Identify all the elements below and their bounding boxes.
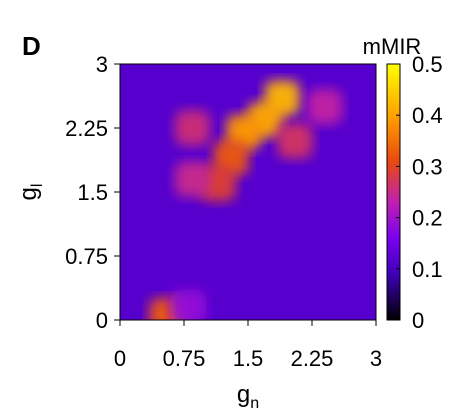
y-axis-label-main: g <box>15 187 42 200</box>
y-tick-label: 2.25 <box>65 116 108 141</box>
colorbar-title: mMIR <box>363 34 422 59</box>
x-tick-label: 0 <box>114 346 126 371</box>
y-axis-label-subscript: l <box>29 184 46 188</box>
heatmap-region <box>174 161 211 197</box>
y-axis-label: gl <box>15 184 46 201</box>
heatmap-area <box>120 64 376 320</box>
panel-label: D <box>22 31 41 61</box>
colorbar-tick-label: 0.4 <box>412 103 443 128</box>
x-tick-label: 0.75 <box>163 346 206 371</box>
colorbar-tick-label: 0.5 <box>412 52 443 77</box>
x-axis-label: gn <box>237 381 259 412</box>
x-tick-label: 2.25 <box>291 346 334 371</box>
x-tick-label: 1.5 <box>233 346 264 371</box>
x-axis-label-main: g <box>237 381 250 408</box>
colorbar <box>386 63 401 321</box>
x-axis-label-subscript: n <box>250 395 259 412</box>
colorbar-axis: 0 0.1 0.2 0.3 0.4 0.5 <box>396 52 443 333</box>
heatmap-region <box>307 89 343 125</box>
heatmap-region <box>170 289 206 320</box>
y-tick-label: 0.75 <box>65 244 108 269</box>
heatmap-region <box>174 110 211 146</box>
y-tick-label: 0 <box>96 308 108 333</box>
colorbar-tick-label: 0.3 <box>412 154 443 179</box>
x-tick-label: 3 <box>370 346 382 371</box>
y-tick-label: 1.5 <box>77 180 108 205</box>
heatmap-region <box>277 123 313 159</box>
y-axis: 0 0.75 1.5 2.25 3 <box>65 52 120 333</box>
y-tick-label: 3 <box>96 52 108 77</box>
colorbar-tick-label: 0.1 <box>412 257 443 282</box>
x-axis: 0 0.75 1.5 2.25 3 <box>114 320 382 371</box>
colorbar-tick-label: 0.2 <box>412 206 443 231</box>
colorbar-tick-label: 0 <box>412 308 424 333</box>
